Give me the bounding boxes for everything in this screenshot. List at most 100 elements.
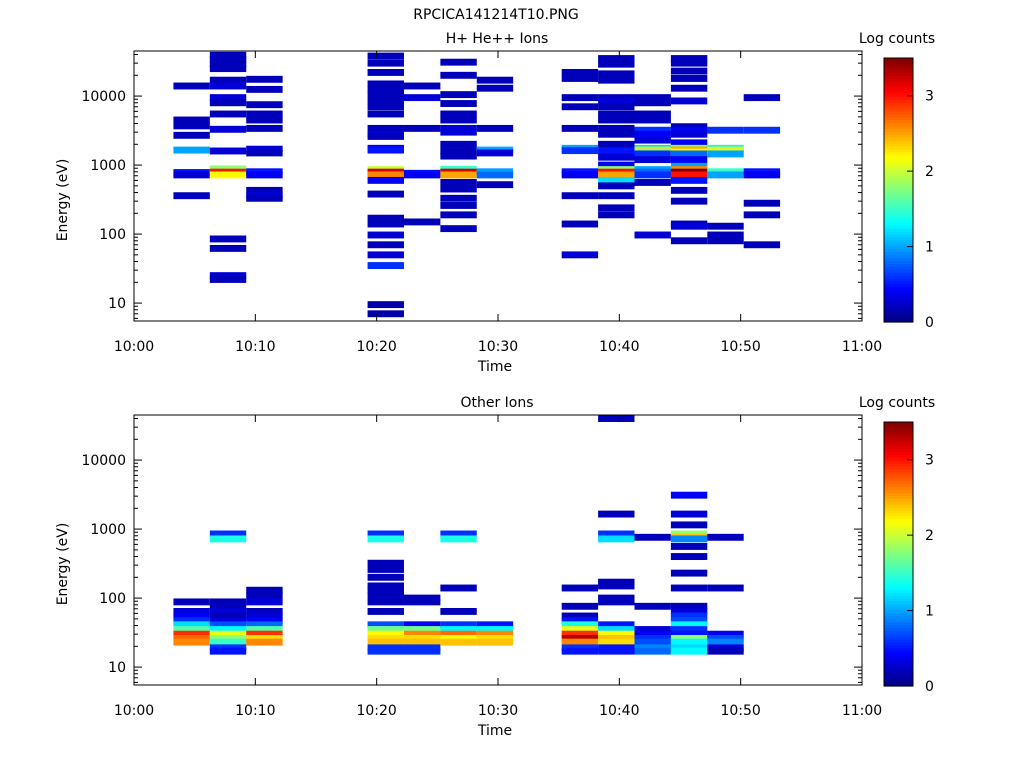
heatmap-cell (367, 176, 404, 184)
colorbar-swatch (884, 225, 913, 229)
colorbar-swatch (884, 445, 913, 449)
colorbar-swatch (884, 659, 913, 664)
colorbar-swatch (884, 433, 913, 438)
heatmap-cell (598, 55, 635, 62)
heatmap-cell (561, 621, 599, 629)
heatmap-cell (403, 638, 441, 646)
heatmap-cell (440, 58, 477, 66)
heatmap-cell (440, 194, 477, 202)
heatmap-cell (209, 630, 247, 638)
colorbar-swatch (884, 639, 913, 643)
colorbar-swatch (884, 636, 913, 640)
colorbar-swatch (884, 551, 913, 555)
colorbar-swatch (884, 677, 913, 681)
heatmap-cell (209, 276, 247, 283)
heatmap-cell (476, 635, 514, 642)
heatmap-cell (440, 530, 477, 538)
colorbar-swatch (884, 295, 913, 300)
heatmap-cell (367, 110, 404, 118)
heatmap-cell (173, 131, 210, 139)
colorbar-swatch (884, 151, 913, 156)
colorbar-swatch (884, 292, 913, 297)
heatmap-cell (743, 171, 781, 179)
heatmap-cell (598, 171, 635, 179)
heatmap-cell (246, 617, 283, 625)
colorbar-swatch (884, 260, 913, 264)
heatmap-cell (670, 176, 708, 184)
colorbar-swatch (884, 665, 913, 669)
colorbar-swatch (884, 175, 913, 179)
colorbar-swatch (884, 554, 913, 558)
heatmap-cell (173, 635, 210, 642)
heatmap-cell (367, 630, 404, 638)
heatmap-cell (173, 171, 210, 179)
heatmap-cell (440, 128, 477, 136)
colorbar-swatch (884, 480, 913, 485)
heatmap-cell (209, 635, 247, 642)
colorbar-swatch (884, 313, 913, 317)
colorbar-swatch (884, 521, 913, 526)
panel-title: Other Ions (460, 395, 533, 411)
colorbar-swatch (884, 254, 913, 259)
heatmap-cell (561, 171, 599, 179)
colorbar-tick-label: 1 (925, 240, 934, 256)
colorbar-swatch (884, 210, 913, 215)
heatmap-cell (561, 75, 599, 82)
colorbar-swatch (884, 533, 913, 537)
heatmap-cell (598, 153, 635, 161)
colorbar-swatch (884, 72, 913, 77)
heatmap-cell (707, 231, 744, 239)
y-axis-ticks: 10 100 1000 10000 (81, 418, 862, 683)
colorbar-swatch (884, 245, 913, 250)
x-tick-label: 10:20 (356, 339, 396, 355)
heatmap-cell (598, 192, 635, 200)
heatmap-cell (209, 110, 247, 118)
colorbar-swatch (884, 128, 913, 132)
heatmap-cell (440, 626, 477, 633)
heatmap-cell (367, 132, 404, 140)
heatmap-cell (367, 262, 404, 269)
y-axis-label: Energy (eV) (55, 523, 71, 606)
colorbar-swatch (884, 627, 913, 631)
heatmap-cell (476, 124, 514, 132)
x-axis-label: Time (477, 359, 512, 375)
heatmap-cell (670, 139, 708, 147)
heatmap-cell (246, 110, 283, 118)
heatmap-cell (598, 635, 635, 642)
colorbar-swatch (884, 595, 913, 599)
heatmap-cell (598, 147, 635, 155)
heatmap-cell (440, 225, 477, 233)
colorbar-swatch (884, 78, 913, 83)
heatmap-cell (403, 635, 441, 642)
heatmap-cell (598, 621, 635, 629)
colorbar-swatch (884, 548, 913, 552)
colorbar-swatch (884, 656, 913, 661)
colorbar-swatch (884, 289, 913, 294)
heatmap-cell (598, 415, 635, 422)
colorbar-tick-label: 2 (925, 528, 934, 544)
heatmap-cell (246, 101, 283, 109)
heatmap-cell (634, 638, 671, 646)
colorbar-swatch (884, 454, 913, 458)
heatmap-cell (707, 635, 744, 642)
heatmap-cell (367, 582, 404, 590)
x-axis-ticks: 10:00 10:10 10:20 10:30 10:40 10:50 11:00 (114, 415, 882, 719)
colorbar-swatch (884, 492, 913, 496)
heatmap-cell (598, 76, 635, 84)
heatmap-cell (561, 251, 599, 259)
colorbar-swatch (884, 187, 913, 191)
colorbar-swatch (884, 530, 913, 535)
heatmap-cell (403, 626, 441, 633)
heatmap-cell (561, 647, 599, 655)
heatmap-cell (634, 231, 671, 239)
heatmap-cell (670, 612, 708, 620)
colorbar-swatch (884, 422, 913, 426)
colorbar-swatch (884, 524, 913, 529)
heatmap-cell (634, 171, 671, 179)
colorbar-swatch (884, 319, 913, 323)
heatmap-cell (670, 130, 708, 138)
colorbar-swatch (884, 275, 913, 279)
heatmap-cell (598, 103, 635, 111)
colorbar-tick-label: 2 (925, 164, 934, 180)
heatmap-cell (367, 598, 404, 606)
